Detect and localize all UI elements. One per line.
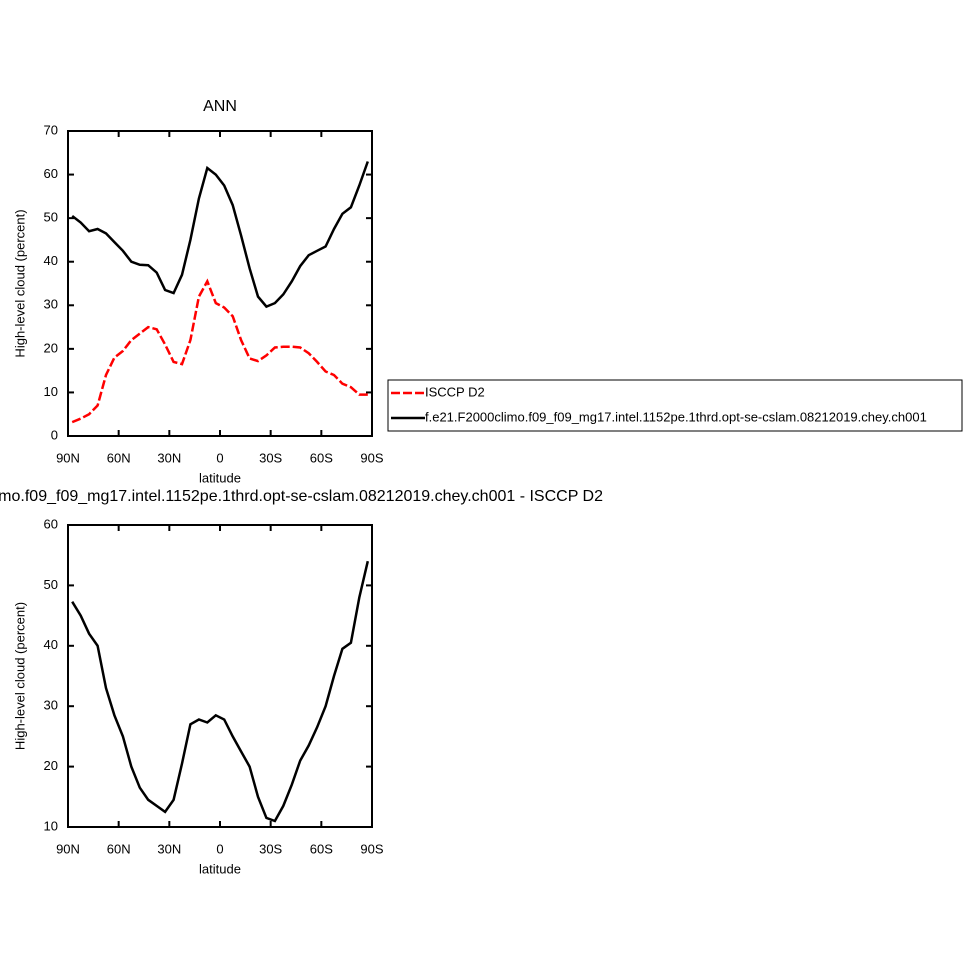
y-tick-label: 70 [44, 122, 58, 137]
y-tick-label: 20 [44, 758, 58, 773]
x-tick-label: 90N [56, 450, 80, 465]
plot-frame [67, 130, 373, 437]
x-tick-label: 90S [360, 450, 383, 465]
x-tick-label: 30S [259, 841, 282, 856]
x-tick-label: 0 [216, 450, 223, 465]
y-tick-label: 60 [44, 516, 58, 531]
legend-box [387, 379, 963, 432]
x-tick-label: 30N [157, 841, 181, 856]
y-tick-label: 30 [44, 698, 58, 713]
y-tick-label: 10 [44, 384, 58, 399]
series-line [71, 278, 368, 424]
y-tick-label: 20 [44, 340, 58, 355]
legend-label: ISCCP D2 [425, 384, 485, 399]
plot-frame [67, 524, 373, 828]
y-tick-label: 30 [44, 297, 58, 312]
x-tick-label: 60S [310, 450, 333, 465]
series-line [71, 161, 369, 309]
x-tick-label: 90N [56, 841, 80, 856]
chart-title: f.e21.F2000climo.f09_f09_mg17.intel.1152… [0, 488, 603, 505]
x-tick-label: 90S [360, 841, 383, 856]
x-tick-label: 30S [259, 450, 282, 465]
chart-title: ANN [203, 98, 237, 115]
y-tick-label: 10 [44, 818, 58, 833]
x-axis-label: latitude [199, 861, 241, 876]
x-tick-label: 30N [157, 450, 181, 465]
x-tick-label: 60N [107, 841, 131, 856]
y-tick-label: 60 [44, 166, 58, 181]
y-tick-label: 40 [44, 253, 58, 268]
y-tick-label: 50 [44, 210, 58, 225]
x-tick-label: 60N [107, 450, 131, 465]
y-axis-label: High-level cloud (percent) [12, 602, 27, 750]
y-axis-label: High-level cloud (percent) [12, 209, 27, 357]
y-tick-label: 0 [51, 427, 58, 442]
y-tick-label: 40 [44, 637, 58, 652]
legend-label: f.e21.F2000climo.f09_f09_mg17.intel.1152… [425, 409, 927, 424]
x-tick-label: 60S [310, 841, 333, 856]
x-tick-label: 0 [216, 841, 223, 856]
series-line [71, 560, 370, 823]
x-axis-label: latitude [199, 470, 241, 485]
y-tick-label: 50 [44, 577, 58, 592]
